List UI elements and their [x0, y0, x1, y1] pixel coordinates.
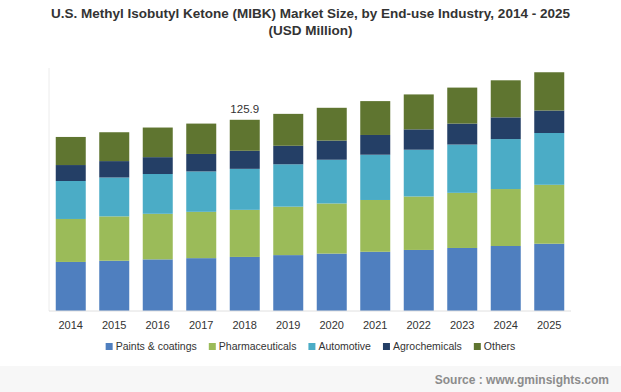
bar-segment: [56, 137, 86, 165]
bar-segment: [143, 157, 173, 174]
legend: Paints & coatings Pharmaceuticals Automoti…: [106, 340, 516, 352]
annotation: 125.9: [230, 103, 259, 115]
bar-segment: [317, 141, 347, 160]
bar-segment: [491, 189, 521, 246]
footer-band: [0, 366, 621, 392]
legend-label: Others: [484, 340, 516, 352]
bar-segment: [447, 88, 477, 124]
bar-segment: [534, 185, 564, 244]
bar-segment: [99, 216, 129, 260]
bar-segment: [56, 262, 86, 311]
bar-segment: [186, 171, 216, 211]
x-tick-label: 2014: [59, 319, 83, 331]
bar-segment: [491, 80, 521, 117]
bar-segment: [186, 154, 216, 171]
bar-segment: [317, 108, 347, 141]
bar-segment: [360, 200, 390, 252]
bar-segment: [273, 255, 303, 311]
bar-segment: [534, 111, 564, 133]
bar-segment: [186, 124, 216, 154]
bar-segment: [360, 101, 390, 135]
bar-segment: [273, 146, 303, 165]
x-tick-label: 2022: [407, 319, 431, 331]
x-tick-label: 2021: [363, 319, 387, 331]
bar-segment: [143, 259, 173, 311]
bar-segment: [143, 174, 173, 214]
bar-segment: [404, 196, 434, 249]
bar-segment: [143, 128, 173, 158]
bar-segment: [360, 155, 390, 200]
x-tick-label: 2019: [276, 319, 300, 331]
bar-segment: [273, 207, 303, 255]
bar-segment: [404, 150, 434, 197]
legend-label: Paints & coatings: [116, 340, 197, 352]
bar-segment: [491, 117, 521, 139]
title: U.S. Methyl Isobutyl Ketone (MIBK) Marke…: [51, 6, 570, 21]
bar-segment: [491, 246, 521, 311]
bar-segment: [230, 169, 260, 210]
x-tick-label: 2025: [537, 319, 561, 331]
bar-segment: [230, 120, 260, 151]
bar-segment: [99, 178, 129, 217]
legend-label: Automotive: [318, 340, 371, 352]
source: Source : www.gminsights.com: [435, 373, 609, 387]
legend-label: Pharmaceuticals: [219, 340, 297, 352]
bar-segment: [534, 133, 564, 185]
bar-segment: [447, 248, 477, 311]
bar-segment: [447, 124, 477, 145]
bar-segment: [273, 114, 303, 146]
x-tick-label: 2023: [450, 319, 474, 331]
bar-segment: [360, 135, 390, 155]
bar-segment: [56, 219, 86, 262]
x-tick-label: 2015: [102, 319, 126, 331]
x-axis-line: [49, 311, 571, 312]
bar-segment: [534, 72, 564, 110]
x-tick-label: 2020: [320, 319, 344, 331]
bar-segment: [99, 132, 129, 161]
legend-swatch: [383, 343, 390, 350]
bar-segment: [317, 203, 347, 253]
legend-swatch: [209, 343, 216, 350]
y-axis-line: [49, 68, 50, 311]
bar-segment: [491, 139, 521, 189]
bar-segment: [230, 151, 260, 169]
bar-segment: [56, 181, 86, 219]
x-tick-label: 2024: [494, 319, 518, 331]
bar-segment: [360, 252, 390, 311]
x-tick-label: 2016: [146, 319, 170, 331]
bar-segment: [230, 210, 260, 257]
bar-segment: [317, 254, 347, 311]
x-tick-label: 2018: [233, 319, 257, 331]
bar-segment: [230, 257, 260, 311]
bar-segment: [99, 261, 129, 311]
legend-swatch: [106, 343, 113, 350]
bar-segment: [273, 164, 303, 206]
bar-segment: [186, 258, 216, 311]
bar-segment: [186, 212, 216, 258]
bars: [56, 72, 565, 311]
bar-segment: [447, 193, 477, 248]
bar-segment: [56, 165, 86, 181]
bar-segment: [534, 244, 564, 311]
bar-segment: [404, 129, 434, 149]
bar-segment: [404, 250, 434, 311]
bar-segment: [404, 94, 434, 129]
chart: U.S. Methyl Isobutyl Ketone (MIBK) Marke…: [0, 0, 621, 392]
bar-segment: [447, 145, 477, 193]
legend-swatch: [474, 343, 481, 350]
legend-swatch: [308, 343, 315, 350]
bar-segment: [143, 214, 173, 260]
subtitle: (USD Million): [269, 23, 353, 38]
x-tick-label: 2017: [189, 319, 213, 331]
bar-segment: [99, 161, 129, 177]
bar-segment: [317, 160, 347, 204]
legend-label: Agrochemicals: [393, 340, 462, 352]
